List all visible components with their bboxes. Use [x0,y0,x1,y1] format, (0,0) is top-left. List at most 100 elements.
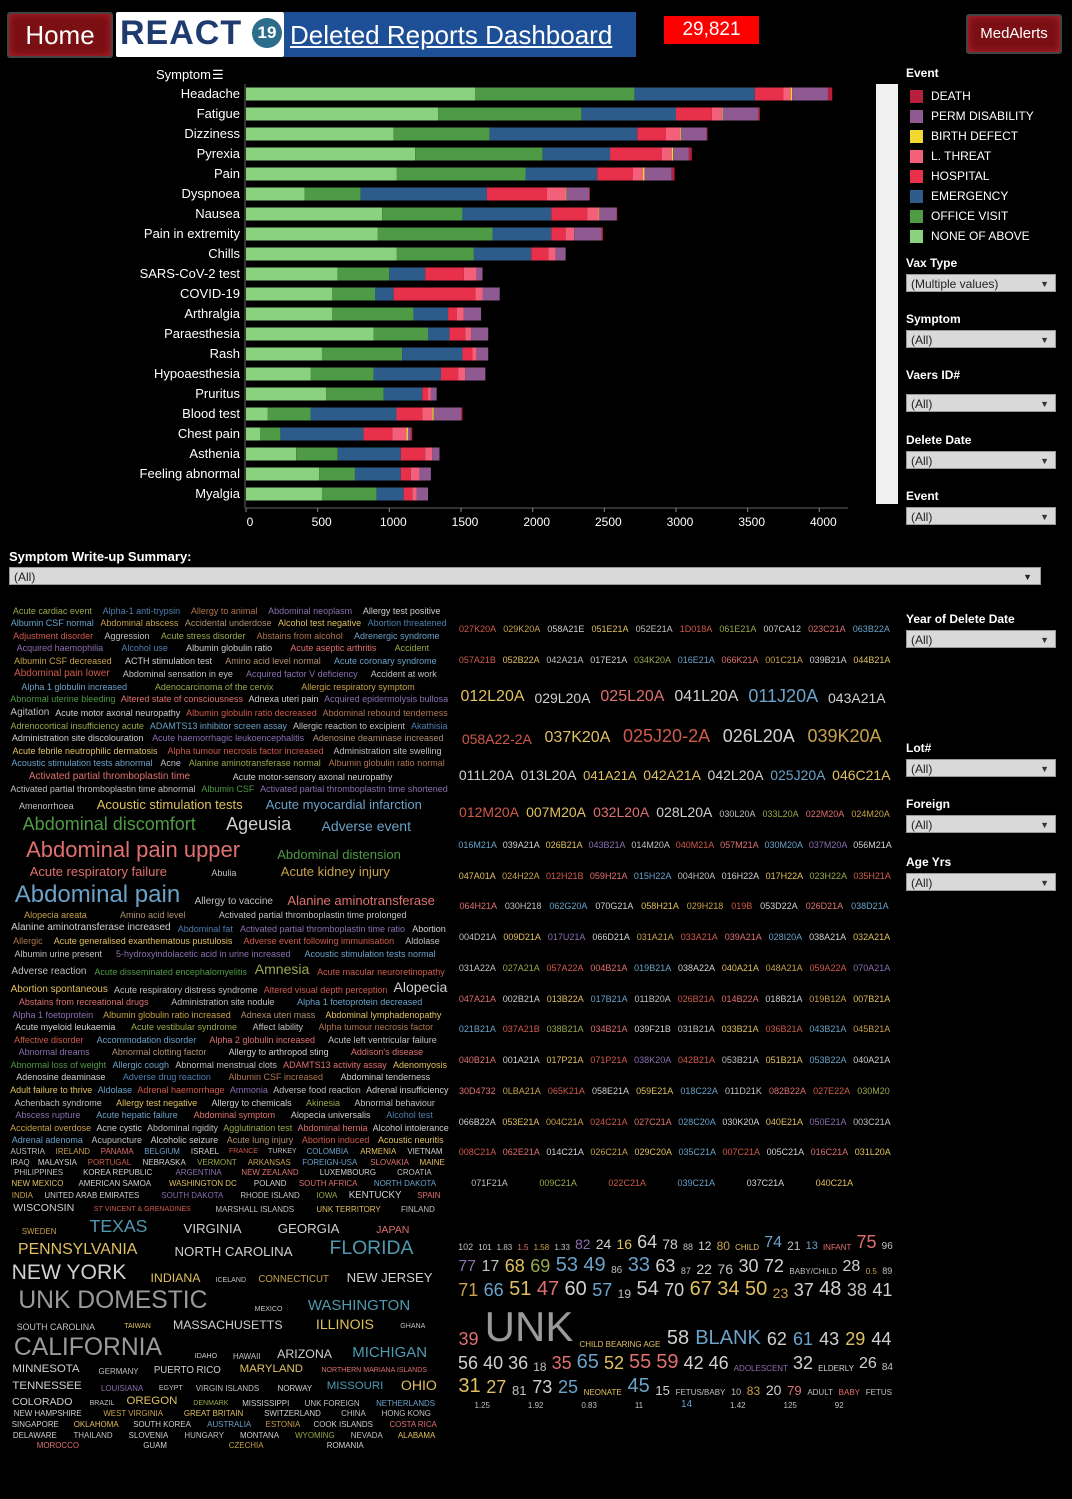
cloud-word[interactable]: UNITED ARAB EMIRATES [44,1191,140,1201]
cloud-word[interactable]: OREGON [126,1394,178,1407]
cloud-word[interactable]: Acute motor-sensory axonal neuropathy [232,771,393,782]
cloud-word[interactable]: 013B22A [546,993,584,1004]
cloud-word[interactable]: 32 [793,1353,814,1374]
cloud-word[interactable]: Aggression [104,630,150,641]
cloud-word[interactable]: EGYPT [158,1385,183,1393]
cloud-word[interactable]: 037K20A [544,728,611,746]
cloud-word[interactable]: 022M20A [805,809,845,819]
cloud-word[interactable]: Alpha tumour necrosis factor increased [167,745,324,756]
cloud-word[interactable]: 038D21A [851,901,889,912]
cloud-word[interactable]: Agglutination test [223,1122,293,1133]
dashboard-title[interactable]: Deleted Reports Dashboard [290,20,613,50]
cloud-word[interactable]: 017E21A [590,654,628,665]
cloud-word[interactable]: Accidental underdose [184,618,272,629]
cloud-word[interactable]: DENMARK [193,1399,229,1407]
cloud-word[interactable]: 031B21A [677,1024,715,1035]
cloud-word[interactable]: Abortion threatened [367,618,447,629]
cloud-word[interactable]: Akathisia [410,720,448,731]
bar-segment[interactable] [681,127,707,141]
bar-segment[interactable] [246,147,416,161]
bar-segment[interactable] [461,407,463,421]
cloud-word[interactable]: BLANK [695,1326,761,1349]
cloud-word[interactable]: AUSTRIA [10,1146,45,1156]
cloud-word[interactable]: 014B22A [721,993,759,1004]
cloud-word[interactable]: Accommodation disorder [96,1034,197,1045]
cloud-word[interactable]: Allergic respiratory symptom [301,681,415,692]
legend-item[interactable]: L. THREAT [906,146,1066,166]
cloud-word[interactable]: 040M21A [675,839,715,850]
cloud-word[interactable]: 019B [731,901,753,912]
cloud-word[interactable]: Abscess rupture [15,1110,81,1121]
legend-item[interactable]: PERM DISABILITY [906,106,1066,126]
cloud-word[interactable]: Adverse event [321,818,411,835]
cloud-word[interactable]: 004C21A [545,1116,584,1127]
bar-segment[interactable] [267,407,311,421]
cloud-word[interactable]: Acute vestibular syndrome [130,1022,237,1033]
cloud-word[interactable]: 026B21A [677,993,715,1004]
cloud-word[interactable]: 039A21A [724,932,762,943]
cloud-word[interactable]: Amnesia [254,961,310,978]
cloud-word[interactable]: Acute stress disorder [160,630,246,641]
bar-segment[interactable] [587,207,599,221]
cloud-word[interactable]: Adverse food reaction [273,1085,361,1095]
cloud-word[interactable]: Alcohol test negative [278,618,362,629]
cloud-word[interactable]: 035H21A [853,870,891,881]
cloud-word[interactable]: Alpha 1 foetoprotein decreased [297,997,423,1008]
cloud-word[interactable]: POLAND [253,1178,287,1188]
cloud-word[interactable]: Acute haemorrhagic leukoencephalitis [152,733,305,744]
cloud-word[interactable]: 37 [793,1280,814,1301]
bar-segment[interactable] [246,307,332,321]
cloud-word[interactable]: 025J20-2A [623,726,711,747]
cloud-word[interactable]: Abnormal loss of weight [10,1059,107,1070]
bar-segment[interactable] [475,87,635,101]
bar-segment[interactable] [246,327,374,341]
bar-segment[interactable] [665,127,681,141]
cloud-word[interactable]: 031A21A [636,932,674,943]
cloud-word[interactable]: 16 [616,1236,632,1253]
cloud-word[interactable]: Abnormal dreams [18,1047,90,1058]
cloud-word[interactable]: Acute generalised exanthematous pustulos… [53,936,233,947]
bar-segment[interactable] [525,167,598,181]
cloud-word[interactable]: 062G20A [549,901,588,912]
cloud-word[interactable]: 43 [819,1329,840,1350]
cloud-word[interactable]: 011J20A [748,685,819,706]
cloud-word[interactable]: 040C21A [815,1178,854,1188]
vax-type-dropdown[interactable]: (Multiple values) ▼ [906,274,1056,292]
cloud-word[interactable]: 034K20A [633,654,672,665]
cloud-word[interactable]: 053B21A [721,1055,759,1066]
cloud-word[interactable]: Adrenergic syndrome [354,630,440,641]
cloud-word[interactable]: 19 [617,1286,632,1301]
cloud-word[interactable]: 031L20A [854,1147,891,1158]
cloud-word[interactable]: BABY/CHILD [789,1267,837,1277]
cloud-word[interactable]: Accidental overdose [10,1122,92,1133]
cloud-word[interactable]: 30D4732 [459,1085,496,1096]
cloud-word[interactable]: 028I20A [768,932,803,943]
cloud-word[interactable]: 73 [532,1377,553,1398]
cloud-word[interactable]: Alopecia [393,979,448,996]
bar-segment[interactable] [428,387,431,401]
cloud-word[interactable]: Abdominal tenderness [340,1072,431,1083]
cloud-word[interactable]: 052E21A [635,623,673,634]
bar-segment[interactable] [402,347,463,361]
cloud-word[interactable]: INFANT [822,1243,852,1253]
cloud-word[interactable]: 047A01A [458,870,496,881]
cloud-word[interactable]: 011B20A [634,993,671,1004]
bar-segment[interactable] [634,87,755,101]
bar-segment[interactable] [471,327,489,341]
cloud-word[interactable]: UNK FOREIGN [304,1398,360,1408]
vaers-id-dropdown[interactable]: (All) ▼ [906,394,1056,412]
cloud-word[interactable]: 1.33 [554,1243,570,1253]
cloud-word[interactable]: Abdominal abscess [100,618,179,629]
cloud-word[interactable]: ICELAND [215,1276,247,1284]
cloud-word[interactable]: ADOLESCENT [733,1364,788,1374]
legend-item[interactable]: OFFICE VISIT [906,206,1066,226]
bar-segment[interactable] [246,447,297,461]
medalerts-button[interactable]: MedAlerts [966,14,1062,54]
cloud-word[interactable]: 001A21A [502,1055,540,1066]
cloud-word[interactable]: Alpha 2 globulin increased [209,1034,315,1045]
cloud-word[interactable]: 042L20A [707,767,764,784]
cloud-word[interactable]: 012H21B [546,870,584,881]
cloud-word[interactable]: PHILIPPINES [14,1168,64,1178]
cloud-word[interactable]: SOUTH CAROLINA [16,1321,95,1332]
cloud-word[interactable]: Abnormal menstrual clots [175,1059,277,1070]
